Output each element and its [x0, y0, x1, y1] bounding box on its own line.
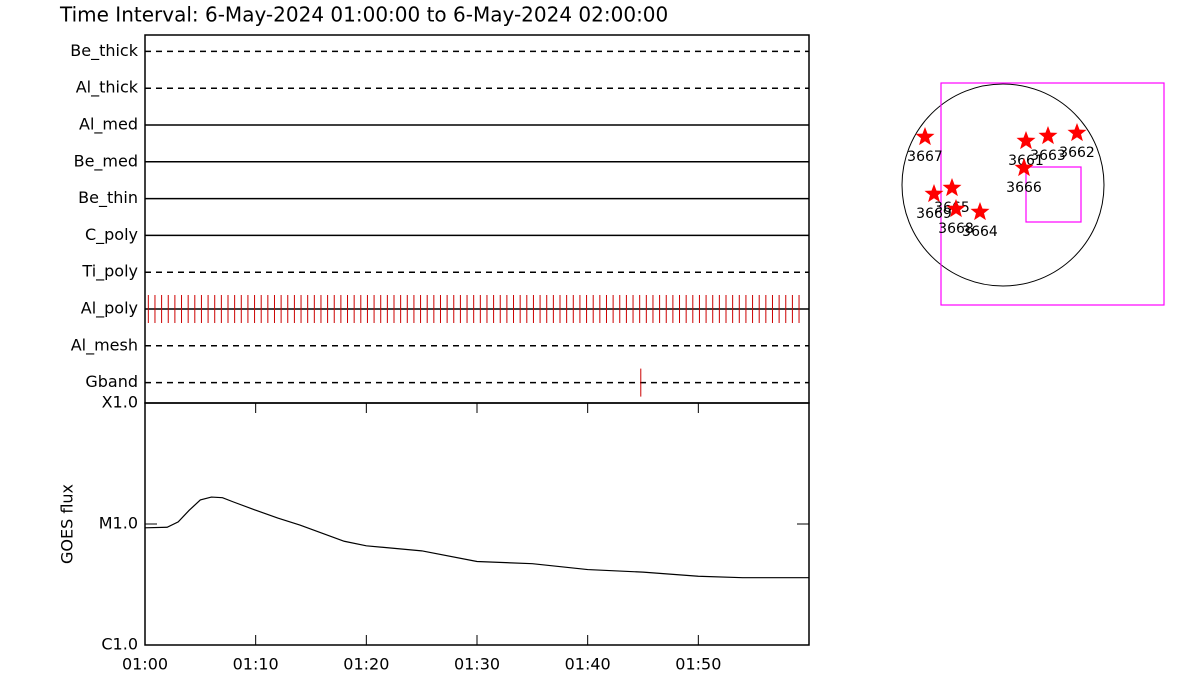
filter-label: Gband: [85, 372, 138, 391]
x-tick-label: 01:30: [454, 655, 500, 674]
region-star: [1016, 131, 1036, 150]
region-star: [1067, 123, 1087, 142]
flux-frame: [144, 402, 810, 646]
x-tick-label: 01:40: [565, 655, 611, 674]
fov-box: [940, 82, 1165, 306]
filter-label: Ti_poly: [81, 262, 138, 282]
region-label: 3664: [962, 224, 998, 240]
filter-label: Be_thin: [78, 188, 138, 208]
region-label: 3668: [938, 221, 974, 237]
flux-line: [144, 496, 809, 579]
x-tick-label: 01:50: [675, 655, 721, 674]
region-label: 3663: [1030, 148, 1066, 164]
y-tick-label: M1.0: [99, 514, 138, 533]
filter-label: C_poly: [85, 225, 138, 245]
region-star: [970, 202, 990, 221]
y-tick-label: C1.0: [101, 635, 138, 654]
fov-box: [1025, 166, 1082, 223]
filter-label: Al_mesh: [71, 335, 138, 355]
region-label: 3669: [916, 206, 952, 222]
y-tick-label: X1.0: [102, 393, 138, 412]
filter-label: Al_med: [79, 115, 138, 135]
filter-label: Be_thick: [70, 41, 138, 61]
region-star: [946, 199, 966, 218]
y-axis-label: GOES flux: [58, 484, 77, 564]
region-star: [924, 184, 944, 203]
timeline-frame: [144, 34, 810, 404]
x-tick-label: 01:20: [343, 655, 389, 674]
x-tick-label: 01:10: [233, 655, 279, 674]
filter-label: Al_thick: [76, 78, 139, 98]
x-tick-label: 01:00: [122, 655, 168, 674]
chart-title: Time Interval: 6-May-2024 01:00:00 to 6-…: [59, 3, 668, 27]
sun-disk: [901, 83, 1105, 287]
region-label: 3662: [1059, 145, 1095, 161]
filter-label: Be_med: [74, 151, 138, 171]
region-label: 3667: [907, 149, 943, 165]
region-star: [915, 127, 935, 146]
region-star: [942, 178, 962, 197]
filter-label: Al_poly: [81, 299, 138, 319]
region-star: [1038, 126, 1058, 145]
region-star: [1014, 158, 1034, 177]
region-label: 3666: [1006, 180, 1042, 196]
